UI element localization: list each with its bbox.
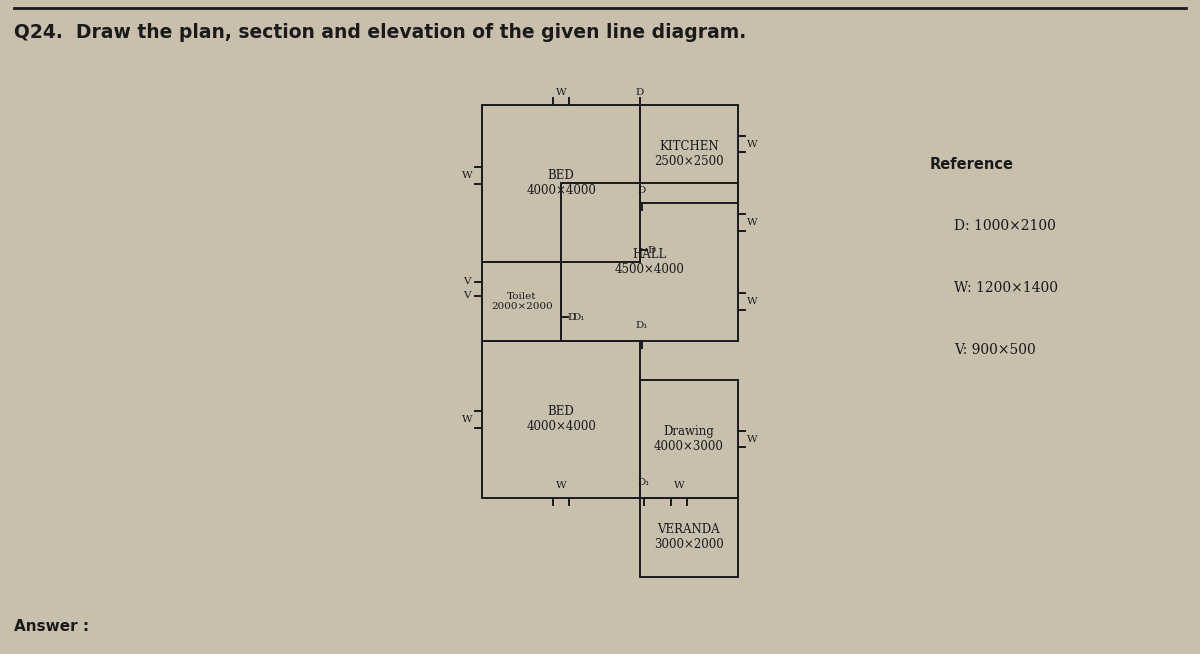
Text: W: W xyxy=(746,139,757,148)
Text: D: D xyxy=(637,186,646,195)
Text: V: V xyxy=(463,291,470,300)
Text: Toilet
2000×2000: Toilet 2000×2000 xyxy=(491,292,553,311)
Text: W: W xyxy=(746,434,757,443)
Text: W: W xyxy=(462,171,473,180)
Text: V: V xyxy=(463,277,470,286)
Text: D: D xyxy=(636,88,644,97)
Bar xyxy=(640,380,738,498)
Text: W: 1200×1400: W: 1200×1400 xyxy=(954,281,1058,295)
Text: BED
4000×4000: BED 4000×4000 xyxy=(526,169,596,198)
Bar xyxy=(640,105,738,203)
Text: HALL
4500×4000: HALL 4500×4000 xyxy=(614,248,684,276)
Text: KITCHEN
2500×2500: KITCHEN 2500×2500 xyxy=(654,140,724,168)
Bar xyxy=(482,105,640,262)
Text: D₁: D₁ xyxy=(572,313,584,322)
Text: D₁: D₁ xyxy=(636,320,648,330)
Text: Drawing
4000×3000: Drawing 4000×3000 xyxy=(654,425,724,453)
Text: Reference: Reference xyxy=(930,157,1014,172)
Bar xyxy=(482,262,562,341)
Text: BED
4000×4000: BED 4000×4000 xyxy=(526,405,596,434)
Bar xyxy=(640,498,738,577)
Text: W: W xyxy=(746,297,757,306)
Text: D₁: D₁ xyxy=(637,478,650,487)
Text: D: D xyxy=(648,246,655,255)
Bar xyxy=(482,341,640,498)
Text: W: W xyxy=(556,481,566,490)
Text: VERANDA
3000×2000: VERANDA 3000×2000 xyxy=(654,523,724,551)
Text: W: W xyxy=(556,88,566,97)
Bar xyxy=(562,183,738,341)
Text: V: 900×500: V: 900×500 xyxy=(954,343,1036,357)
Text: Q24.  Draw the plan, section and elevation of the given line diagram.: Q24. Draw the plan, section and elevatio… xyxy=(14,23,746,42)
Text: W: W xyxy=(746,218,757,227)
Text: Answer :: Answer : xyxy=(14,619,90,634)
Text: W: W xyxy=(462,415,473,424)
Text: D: 1000×2100: D: 1000×2100 xyxy=(954,219,1056,233)
Text: W: W xyxy=(673,481,684,490)
Text: D: D xyxy=(568,313,576,322)
